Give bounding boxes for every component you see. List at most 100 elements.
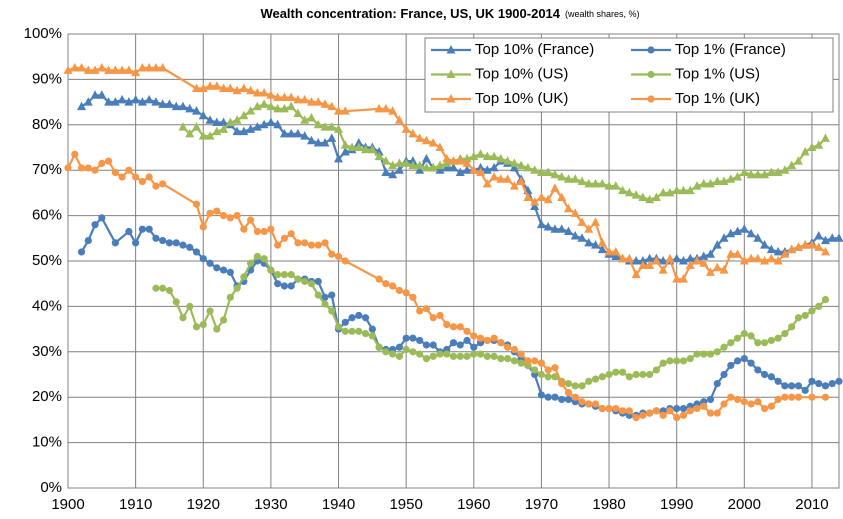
marker — [611, 181, 621, 190]
marker — [456, 341, 464, 349]
marker — [70, 63, 80, 72]
marker — [462, 153, 472, 163]
marker — [476, 167, 486, 176]
marker — [584, 178, 594, 188]
marker — [570, 231, 580, 240]
marker — [368, 332, 376, 340]
marker — [631, 190, 641, 199]
marker — [665, 187, 675, 197]
marker — [794, 382, 803, 390]
x-tick-label: 1950 — [389, 496, 422, 513]
marker — [125, 227, 133, 236]
marker — [266, 90, 276, 99]
marker — [443, 350, 451, 358]
marker — [612, 404, 620, 413]
marker — [808, 307, 816, 315]
marker — [192, 122, 201, 131]
marker — [551, 393, 559, 401]
marker — [693, 404, 701, 413]
marker — [733, 395, 742, 404]
marker — [835, 377, 843, 385]
marker — [699, 178, 709, 188]
marker — [807, 142, 817, 151]
marker — [421, 162, 431, 172]
marker — [530, 165, 540, 174]
y-tick-label: 0% — [40, 479, 62, 496]
marker — [428, 137, 438, 147]
marker — [394, 165, 404, 174]
marker — [564, 395, 573, 404]
marker — [706, 409, 715, 417]
marker — [638, 192, 648, 201]
marker — [496, 174, 506, 183]
marker — [381, 156, 391, 165]
marker — [482, 165, 492, 174]
marker — [287, 282, 295, 290]
marker — [476, 149, 486, 158]
marker — [306, 112, 316, 122]
marker — [199, 223, 207, 231]
marker — [476, 334, 485, 342]
marker — [685, 185, 695, 195]
marker — [374, 103, 384, 113]
marker — [132, 239, 140, 247]
marker — [646, 370, 654, 379]
marker — [306, 97, 316, 106]
legend-marker — [446, 69, 456, 78]
marker — [219, 117, 229, 127]
x-tick-label: 1970 — [525, 496, 558, 513]
x-tick-label: 1960 — [457, 496, 490, 513]
marker — [246, 106, 256, 115]
y-tick-label: 100% — [24, 25, 62, 42]
marker — [293, 128, 303, 138]
marker — [523, 162, 533, 172]
marker — [645, 253, 655, 263]
x-tick-label: 1920 — [187, 496, 220, 513]
marker — [693, 350, 701, 358]
marker — [551, 364, 559, 372]
marker — [820, 246, 830, 256]
y-tick-label: 90% — [32, 70, 62, 87]
marker — [557, 192, 567, 201]
y-tick-label: 20% — [32, 388, 62, 405]
marker — [124, 65, 134, 74]
marker — [631, 256, 641, 265]
marker — [395, 352, 403, 360]
marker — [171, 101, 181, 111]
marker — [712, 262, 722, 272]
marker — [354, 142, 364, 151]
marker — [266, 117, 276, 127]
marker — [550, 169, 560, 179]
marker — [300, 94, 310, 104]
marker — [206, 259, 214, 267]
marker — [611, 246, 621, 256]
marker — [267, 266, 275, 274]
marker — [327, 101, 337, 111]
marker — [280, 234, 289, 242]
marker — [442, 158, 452, 167]
marker — [462, 158, 472, 167]
marker — [90, 90, 100, 99]
marker — [570, 208, 580, 217]
x-tick-label: 1980 — [592, 496, 625, 513]
marker — [327, 133, 337, 142]
marker — [307, 280, 316, 288]
marker — [307, 241, 316, 249]
y-tick-label: 40% — [32, 297, 62, 314]
marker — [564, 389, 573, 397]
marker — [77, 164, 86, 172]
marker — [767, 402, 775, 410]
marker — [658, 187, 668, 197]
marker — [543, 167, 553, 176]
marker — [449, 352, 458, 360]
legend-label: Top 10% (US) — [475, 65, 568, 82]
marker — [585, 400, 593, 408]
marker — [470, 343, 478, 351]
legend-marker — [647, 70, 655, 79]
marker — [517, 359, 525, 367]
marker — [788, 382, 796, 390]
marker — [91, 166, 99, 174]
marker — [781, 382, 789, 390]
marker — [761, 339, 769, 347]
marker — [320, 99, 330, 108]
